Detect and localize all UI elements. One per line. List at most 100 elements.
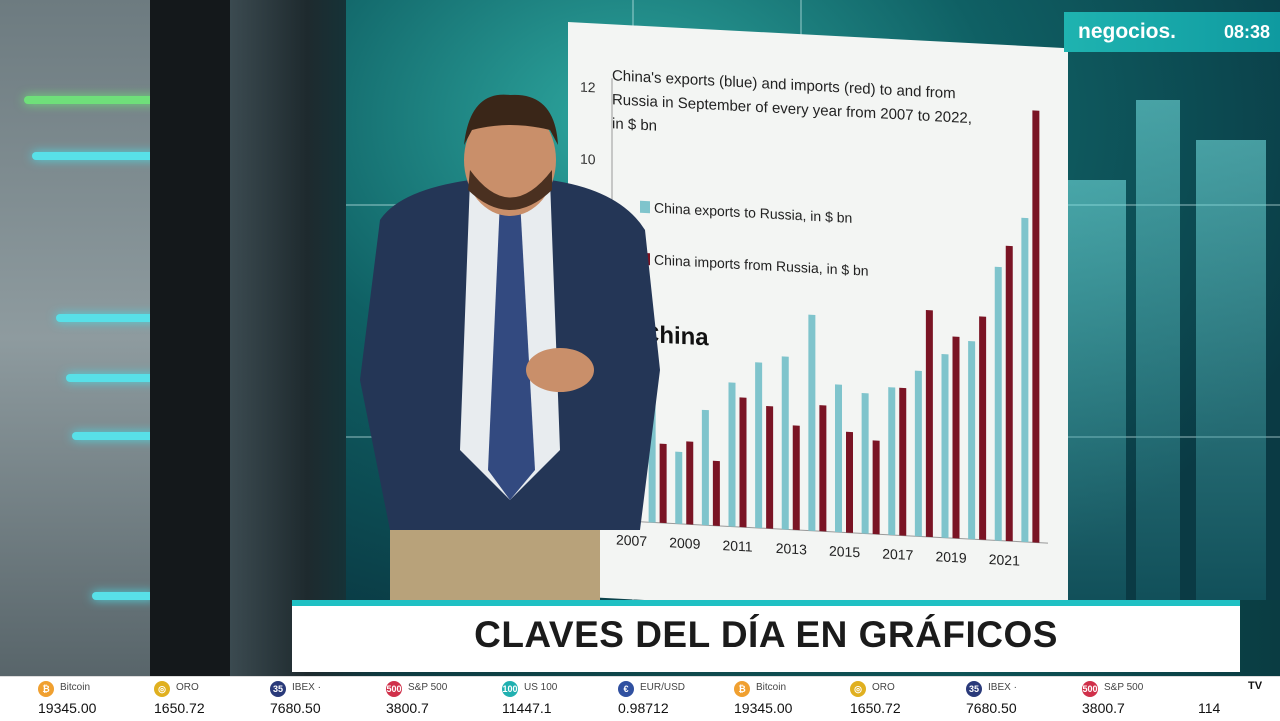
studio-pillar [150, 0, 230, 676]
ticker-item: € EUR/USD 0.98712 [618, 677, 734, 721]
ticker-name: EUR/USD [640, 682, 686, 693]
ticker-name: Bitcoin [756, 682, 787, 693]
lower-third-banner: CLAVES DEL DÍA EN GRÁFICOS [292, 600, 1240, 672]
legend-label: China imports from Russia, in $ bn [654, 252, 869, 279]
presenter [360, 94, 660, 610]
ticker-item: ₿ Bitcoin 19345.00 [38, 677, 154, 721]
sp500-icon: 500 [386, 681, 402, 697]
chart-panel: China's exports (blue) and imports (red)… [568, 22, 1068, 623]
ticker-name: S&P 500 [1104, 682, 1144, 693]
neon-light [56, 314, 186, 322]
ticker-value: 1650.72 [154, 700, 205, 716]
bar-imports-2011 [739, 397, 747, 528]
ticker-item: 35 IBEX · 7680.50 [270, 677, 386, 721]
neon-light [72, 432, 180, 440]
market-ticker: ₿ Bitcoin 19345.00 ◎ ORO 1650.72 35 IBEX · 7680.… [0, 676, 1280, 721]
bar-imports-2019 [952, 336, 960, 539]
ticker-name: S&P 500 [408, 682, 448, 693]
legend-label: China exports to Russia, in $ bn [654, 200, 852, 226]
bitcoin-icon: ₿ [734, 681, 750, 697]
ticker-value: 3800.7 [1082, 700, 1125, 716]
bar-exports-2019 [941, 353, 949, 538]
ticker-value: 11447.1 [502, 700, 552, 716]
ticker-name: US 100 [524, 682, 558, 693]
bar-exports-2011 [728, 382, 736, 527]
ticker-value: 3800.7 [386, 700, 429, 716]
studio-background: China's exports (blue) and imports (red)… [0, 0, 1280, 676]
x-tick-label: 2011 [723, 537, 753, 555]
bar-imports-2014 [819, 405, 827, 532]
bitcoin-icon: ₿ [38, 681, 54, 697]
bar-imports-2010 [712, 460, 720, 526]
ticker-item: 35 IBEX · 7680.50 [966, 677, 1082, 721]
y-tick-label: 10 [580, 151, 596, 168]
clock: 08:38 [1223, 22, 1270, 42]
ticker-item: ₿ Bitcoin 19345.00 [734, 677, 850, 721]
ticker-value: 19345.00 [734, 700, 793, 716]
x-tick-label: 2015 [829, 543, 860, 561]
bar-exports-2018 [914, 370, 922, 537]
ticker-name: ORO [872, 682, 895, 693]
bar-exports-2017 [888, 387, 896, 536]
bar-exports-2016 [861, 392, 869, 534]
ticker-value: 19345.00 [38, 700, 97, 716]
bar-exports-2012 [755, 362, 763, 529]
bar-imports-2012 [766, 405, 774, 529]
bar-exports-2020 [968, 340, 976, 540]
bar-imports-2015 [846, 431, 853, 533]
gold-icon: ◎ [850, 681, 866, 697]
ticker-name: ORO [176, 682, 199, 693]
x-tick-label: 2021 [989, 551, 1020, 569]
ticker-item: ◎ ORO 1650.72 [154, 677, 270, 721]
y-tick-label: 12 [580, 79, 596, 96]
ticker-item: 500 S&P 500 3800.7 [386, 677, 502, 721]
x-tick-label: 2019 [936, 548, 967, 566]
ticker-name: Bitcoin [60, 682, 91, 693]
x-tick-label: 2017 [882, 545, 913, 563]
ticker-item: 114 [1198, 677, 1280, 721]
ticker-value: 114 [1198, 700, 1221, 716]
ticker-name: IBEX · [988, 682, 1017, 693]
bar-exports-2014 [808, 314, 816, 531]
x-tick-label: 2009 [669, 534, 700, 552]
ticker-value: 0.98712 [618, 700, 669, 716]
neon-light [32, 152, 212, 160]
bar-imports-2021 [1005, 245, 1013, 542]
chart-title: China's exports (blue) and imports (red)… [612, 67, 972, 151]
bar-imports-2008 [659, 443, 667, 524]
channel-name: negocios. [1078, 20, 1177, 43]
bar-imports-2016 [872, 440, 880, 535]
x-tick-label: 2013 [776, 540, 807, 558]
bar-exports-2015 [835, 384, 842, 533]
neon-light [66, 374, 186, 382]
bar-imports-2017 [899, 387, 907, 536]
bar-exports-2021 [994, 266, 1002, 541]
neon-light [24, 96, 214, 104]
x-tick-label: 2007 [616, 532, 647, 550]
bar-imports-2018 [925, 309, 933, 538]
bar-chart: China's exports (blue) and imports (red)… [580, 67, 1048, 569]
gold-icon: ◎ [154, 681, 170, 697]
tv-logo: TV [1248, 680, 1263, 692]
legend-swatch [640, 200, 650, 214]
bar-imports-2013 [792, 425, 800, 531]
ticker-item: 500 S&P 500 3800.7 [1082, 677, 1198, 721]
bar-exports-2010 [701, 409, 709, 526]
channel-badge: negocios. 08:38 [1064, 12, 1280, 52]
ticker-item: ◎ ORO 1650.72 [850, 677, 966, 721]
sp500-icon: 500 [1082, 681, 1098, 697]
bar-exports-2013 [781, 356, 789, 530]
ibex-icon: 35 [966, 681, 982, 697]
ticker-value: 7680.50 [966, 700, 1017, 716]
eurusd-icon: € [618, 681, 634, 697]
bar-imports-2020 [979, 316, 987, 540]
bar-imports-2009 [686, 441, 694, 525]
bar-imports-2022 [1032, 110, 1040, 543]
ticker-name: IBEX · [292, 682, 321, 693]
bar-exports-2022 [1021, 217, 1029, 543]
neon-light [92, 592, 156, 600]
ibex-icon: 35 [270, 681, 286, 697]
ticker-item: 100 US 100 11447.1 [502, 677, 618, 721]
banner-title: CLAVES DEL DÍA EN GRÁFICOS [474, 614, 1058, 655]
bar-exports-2009 [675, 451, 683, 524]
